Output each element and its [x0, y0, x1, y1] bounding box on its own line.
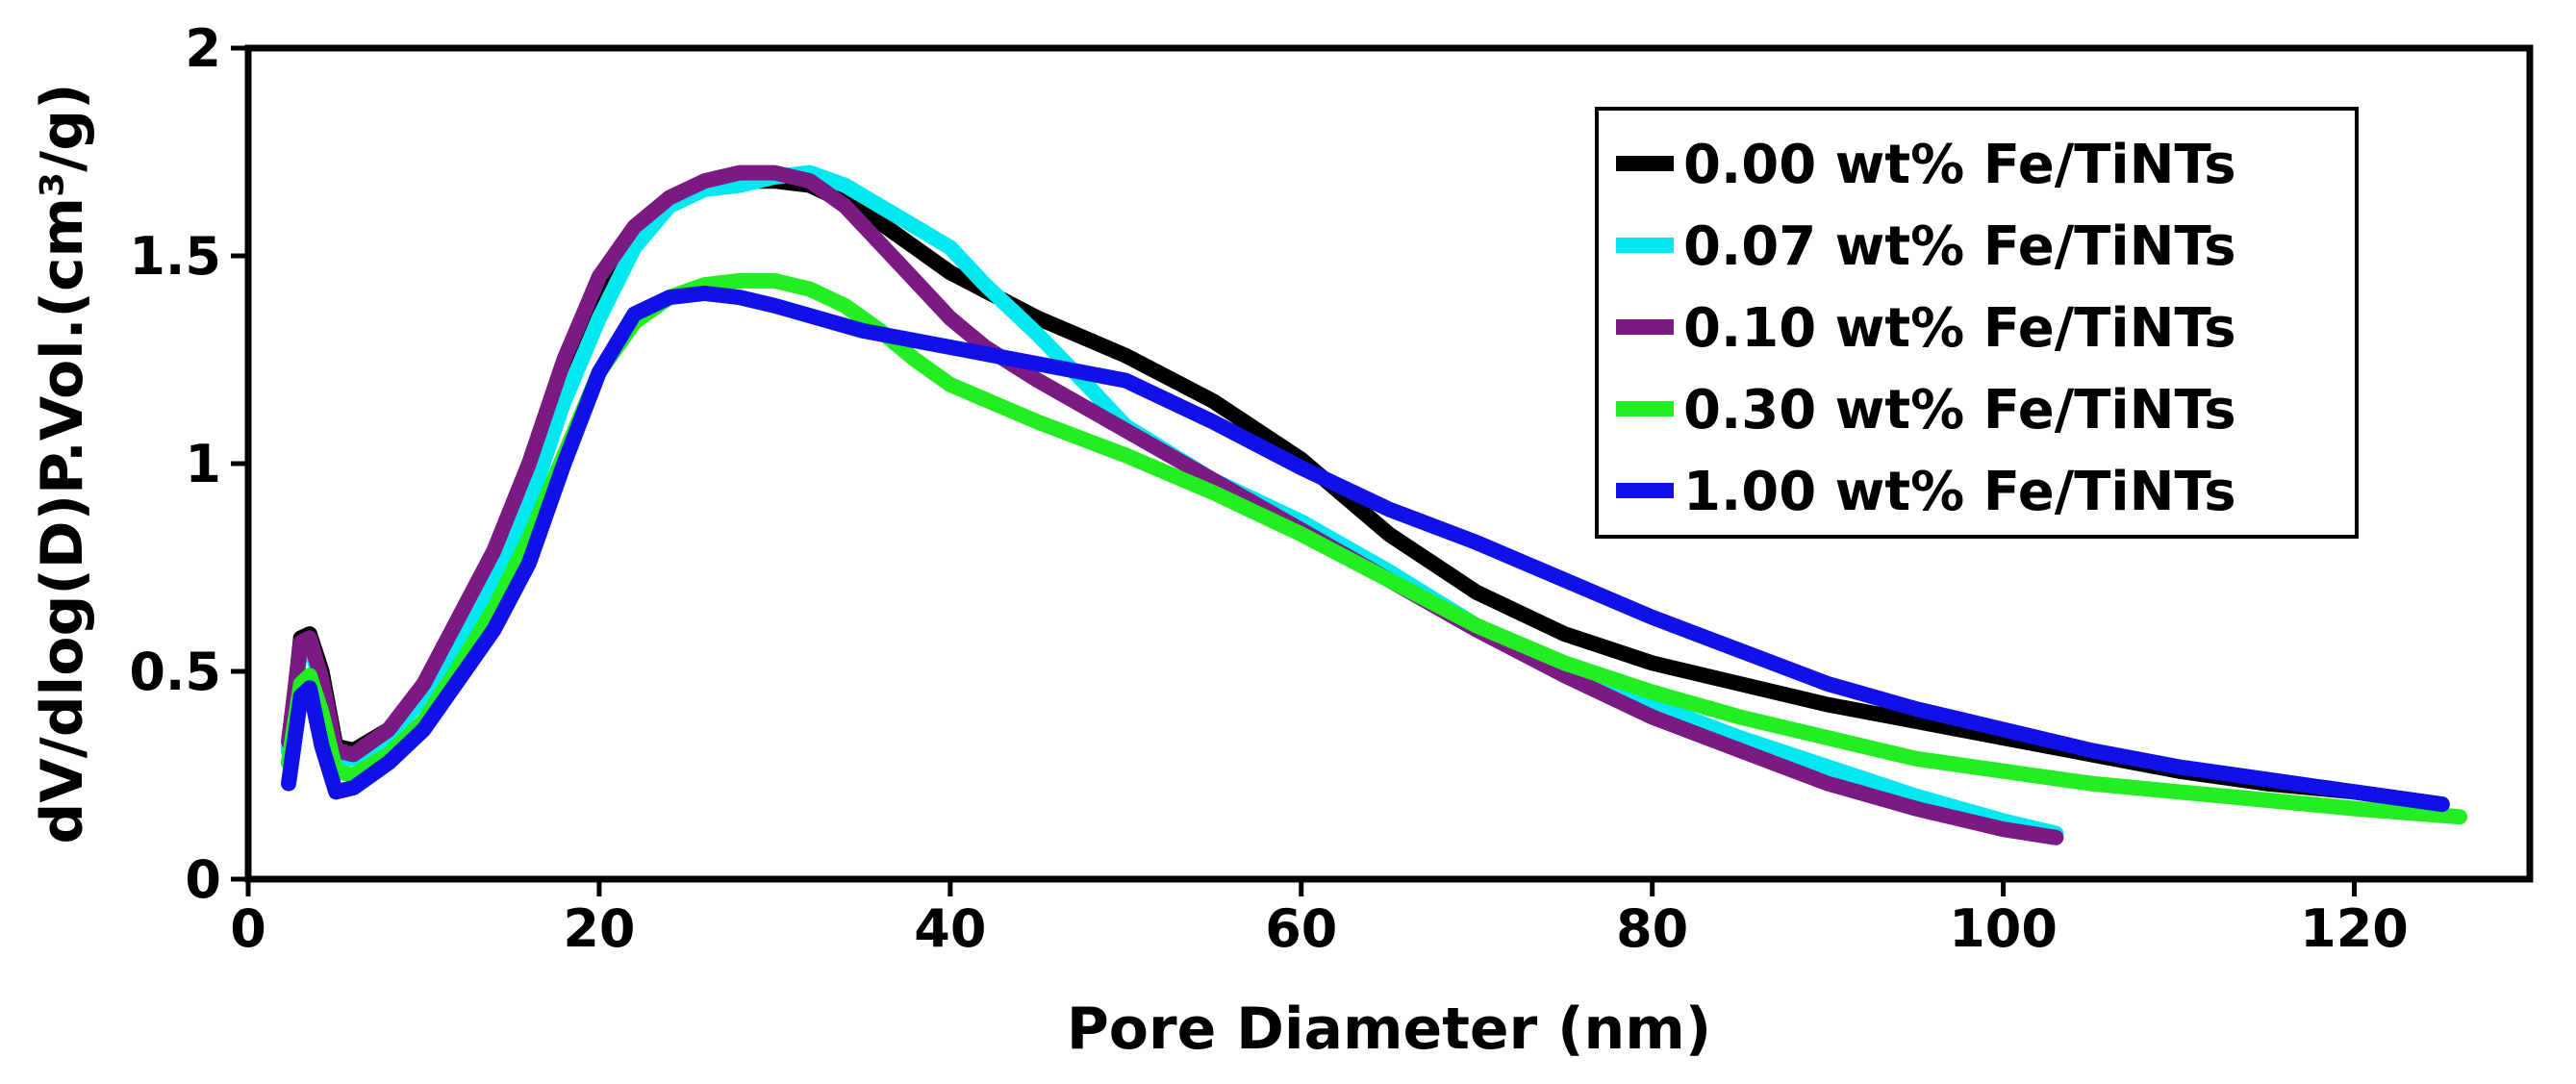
tick-labels: 0 20 40 60 80 100 120 0 0.5 1 1.5 2: [129, 18, 2409, 959]
x-tick-label: 20: [563, 898, 635, 959]
y-tick-label: 1.5: [129, 226, 221, 287]
series-line-2: [281, 164, 2064, 845]
x-tick-label: 0: [230, 898, 266, 959]
x-tick-label: 40: [914, 898, 986, 959]
x-tick-label: 120: [2300, 898, 2409, 959]
plot-frame: [244, 44, 2534, 883]
y-tick-label: 1: [185, 434, 221, 494]
series-lines: [281, 164, 2467, 845]
x-tick-label: 100: [1949, 898, 2058, 959]
x-tick-label: 60: [1265, 898, 1337, 959]
legend-label-3: 0.30 wt% Fe/TiNTs: [1683, 379, 2236, 441]
y-tick-label: 0.5: [129, 642, 221, 702]
y-axis-title: dV/dlog(D)P.Vol.(cm³/g): [29, 83, 96, 844]
x-axis-title: Pore Diameter (nm): [1067, 996, 1711, 1063]
legend-label-1: 0.07 wt% Fe/TiNTs: [1683, 215, 2236, 278]
legend-box: [1595, 107, 2359, 539]
legend: 0.00 wt% Fe/TiNTs 0.07 wt% Fe/TiNTs 0.10 w…: [1595, 107, 2359, 539]
y-tick-label: 2: [185, 18, 221, 79]
legend-label-0: 0.00 wt% Fe/TiNTs: [1683, 134, 2236, 196]
x-tick-label: 80: [1616, 898, 1688, 959]
series-line-4: [281, 285, 2450, 813]
legend-label-2: 0.10 wt% Fe/TiNTs: [1683, 297, 2236, 360]
legend-label-4: 1.00 wt% Fe/TiNTs: [1683, 461, 2236, 523]
y-tick-label: 0: [185, 849, 221, 910]
legend-items: 0.00 wt% Fe/TiNTs 0.07 wt% Fe/TiNTs 0.10 w…: [1616, 134, 2236, 523]
